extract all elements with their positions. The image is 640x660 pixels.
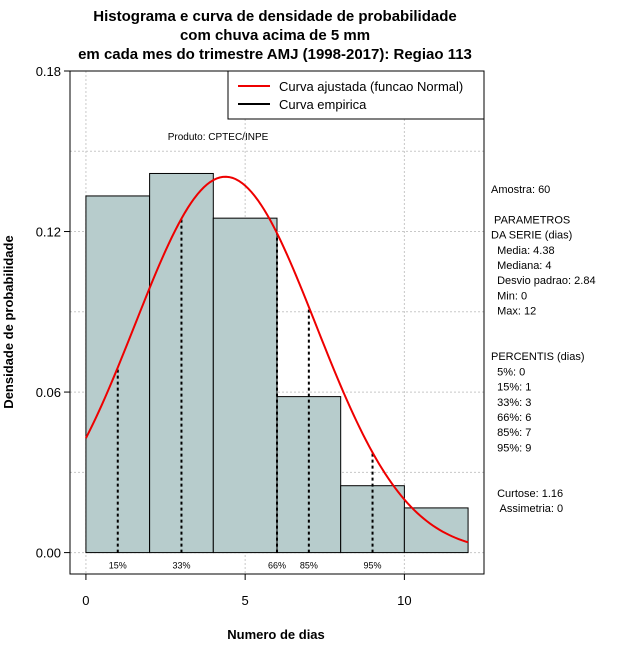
legend-entry-normal: Curva ajustada (funcao Normal) — [279, 79, 463, 94]
chart-title: Histograma e curva de densidade de proba… — [78, 8, 472, 63]
title-line-3: em cada mes do trimestre AMJ (1998-2017)… — [78, 46, 472, 63]
percentile-label: 95% — [364, 561, 382, 571]
legend: Curva ajustada (funcao Normal) Curva emp… — [227, 70, 485, 120]
y-axis-label: Densidade de probabilidade — [1, 235, 16, 408]
stat-line: Mediana: 4 — [491, 260, 552, 272]
stat-line: 33%: 3 — [491, 397, 531, 409]
stat-line: Media: 4.38 — [491, 245, 555, 257]
x-tick-label: 0 — [82, 593, 89, 608]
title-line-1: Histograma e curva de densidade de proba… — [93, 8, 456, 25]
histogram-bar — [149, 172, 214, 554]
stat-line: DA SERIE (dias) — [491, 230, 572, 242]
stat-line: Curtose: 1.16 — [491, 488, 563, 500]
stat-line: Assimetria: 0 — [491, 503, 563, 515]
stat-line: PERCENTIS (dias) — [491, 351, 585, 363]
stat-line: Min: 0 — [491, 290, 527, 302]
title-line-2: com chuva acima de 5 mm — [180, 27, 370, 44]
y-tick-label: 0.18 — [36, 64, 61, 79]
curve-layer — [85, 175, 469, 544]
histogram-bar — [85, 195, 151, 554]
y-tick-label: 0.00 — [36, 546, 61, 561]
percentile-lines-layer: 15% 33% 66% 85% 95% — [109, 218, 382, 571]
histogram-bar — [403, 507, 469, 554]
stat-line: PARAMETROS — [491, 214, 570, 226]
stat-line: 15%: 1 — [491, 382, 531, 394]
stat-line: Desvio padrao: 2.84 — [491, 275, 596, 287]
legend-entry-empirical: Curva empirica — [279, 97, 367, 112]
percentile-label: 66% — [268, 561, 286, 571]
percentile-label: 33% — [172, 561, 190, 571]
normal-density-curve — [85, 175, 469, 544]
stat-line: 5%: 0 — [491, 366, 525, 378]
percentile-label: 15% — [109, 561, 127, 571]
y-tick-label: 0.06 — [36, 385, 61, 400]
x-axis-label: Numero de dias — [227, 627, 325, 642]
statistics-panel: Amostra: 60 PARAMETROS DA SERIE (dias) Me… — [491, 184, 596, 515]
stat-line: 95%: 9 — [491, 442, 531, 454]
percentile-label: 85% — [300, 561, 318, 571]
x-tick-label: 10 — [397, 593, 411, 608]
bars-layer — [85, 172, 469, 554]
x-tick-label: 5 — [242, 593, 249, 608]
stat-line: 85%: 7 — [491, 427, 531, 439]
stat-line: 66%: 6 — [491, 412, 531, 424]
histogram-bar — [212, 217, 278, 554]
ticks-layer: 0 5 10 0.00 0.06 0.12 0.18 — [36, 64, 412, 608]
legend-box — [227, 70, 485, 120]
y-tick-label: 0.12 — [36, 225, 61, 240]
stat-line: Amostra: 60 — [491, 184, 550, 196]
stat-line: Max: 12 — [491, 306, 536, 318]
product-annotation: Produto: CPTEC/INPE — [168, 132, 269, 143]
